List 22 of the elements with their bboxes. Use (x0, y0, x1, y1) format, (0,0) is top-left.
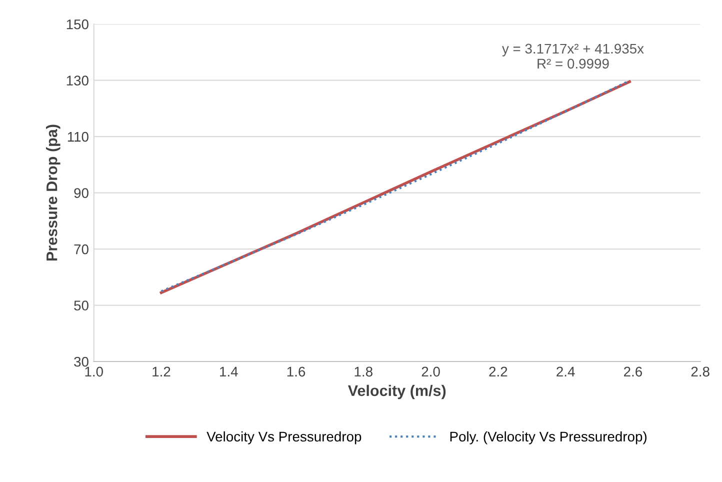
x-tick-label: 2.4 (556, 366, 575, 376)
y-tick-label: 150 (66, 19, 88, 30)
x-tick-label: 1.4 (220, 366, 238, 376)
legend-label: Velocity Vs Pressuredrop (206, 431, 362, 444)
x-axis-title: Velocity (m/s) (348, 384, 446, 400)
y-tick-label: 30 (74, 356, 88, 367)
y-tick-label: 70 (74, 244, 88, 254)
x-tick-label: 1.2 (152, 366, 170, 376)
x-tick-label: 1.8 (354, 366, 372, 377)
annotation: y = 3.1717x² + 41.935x R² = 0.9999 (502, 44, 644, 69)
legend-label: Poly. (Velocity Vs Pressuredrop) (450, 431, 646, 444)
x-tick-label: 2.2 (489, 366, 508, 376)
y-tick-label: 90 (74, 188, 88, 198)
y-tick-label: 110 (68, 132, 88, 142)
y-tick-label: 130 (66, 76, 88, 86)
x-tick-label: 1.6 (287, 366, 306, 377)
x-tick-label: 2.8 (691, 366, 710, 377)
x-tick-label: 1.0 (85, 366, 103, 377)
y-tick-label: 50 (74, 300, 88, 310)
y-axis-title: Pressure Drop (pa) (46, 124, 60, 261)
x-tick-label: 2.0 (422, 366, 440, 377)
x-tick-label: 2.6 (624, 366, 642, 377)
